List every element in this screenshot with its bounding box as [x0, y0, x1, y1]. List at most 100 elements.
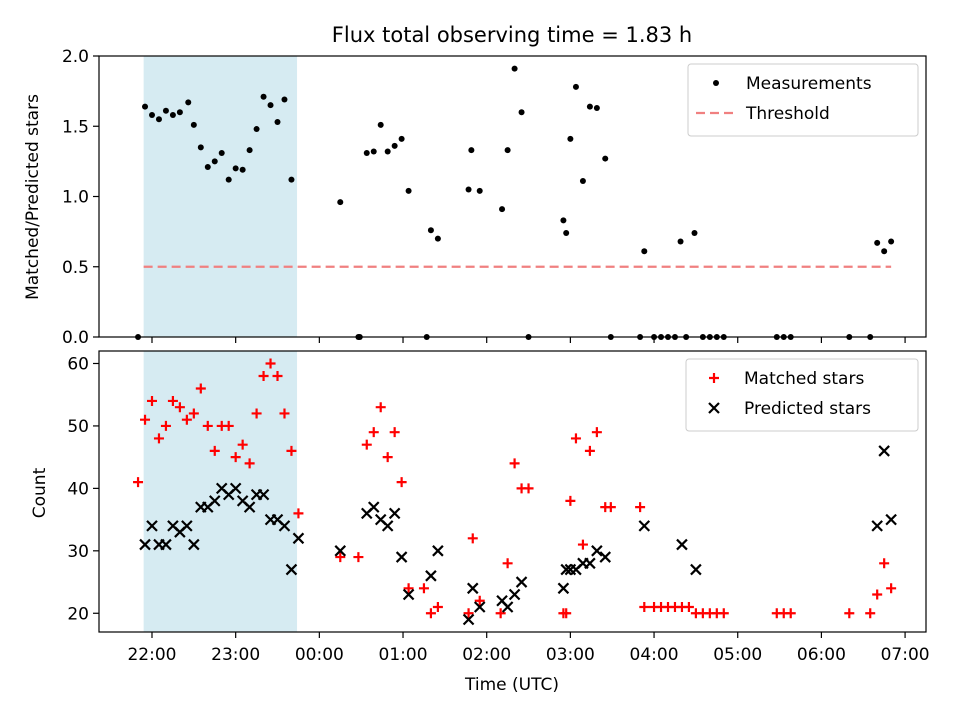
matched-star-point — [146, 395, 157, 406]
measurement-point — [434, 235, 441, 242]
measurement-point — [377, 121, 384, 128]
measurement-point — [135, 334, 142, 340]
predicted-star-point — [367, 501, 380, 513]
measurement-point — [504, 147, 511, 154]
matched-star-point — [605, 502, 616, 513]
matched-star-point — [209, 445, 220, 456]
matched-star-point — [279, 408, 290, 419]
predicted-star-point — [501, 601, 514, 613]
matched-star-point — [251, 408, 262, 419]
predicted-star-point — [638, 520, 651, 532]
x-tick-label: 05:00 — [713, 645, 762, 665]
predicted-star-point — [599, 551, 612, 563]
measurement-point — [563, 230, 570, 237]
matched-star-point — [368, 427, 379, 438]
measurement-point — [720, 334, 727, 340]
measurement-point — [398, 135, 405, 142]
measurement-point — [427, 227, 434, 234]
matched-star-point — [361, 439, 372, 450]
measurement-point — [274, 119, 281, 126]
matched-star-point — [293, 508, 304, 519]
matched-star-point — [396, 477, 407, 488]
predicted-star-point — [676, 538, 688, 551]
measurement-point — [572, 83, 579, 90]
predicted-star-point — [243, 501, 256, 513]
matched-star-point — [865, 608, 876, 619]
predicted-star-point — [584, 557, 596, 570]
measurement-point — [253, 126, 260, 133]
measurement-point — [155, 116, 162, 123]
legend-dot-marker — [713, 80, 719, 86]
y-tick-label: 60 — [67, 354, 89, 374]
measurement-point — [148, 112, 155, 119]
predicted-star-point — [188, 538, 200, 551]
predicted-star-point — [146, 520, 158, 532]
matched-star-point — [353, 552, 364, 563]
measurement-point — [370, 148, 377, 155]
measurement-point — [260, 93, 267, 100]
matched-star-point — [886, 583, 897, 594]
top-panel: 0.0 0.5 1.0 1.5 2.0 Measurements Threshold — [62, 47, 927, 348]
predicted-star-point — [257, 488, 270, 501]
measurement-point — [204, 163, 211, 170]
predicted-star-point — [402, 588, 415, 601]
matched-star-point — [382, 452, 393, 463]
measurement-point — [651, 334, 658, 340]
x-tick-label: 04:00 — [630, 645, 679, 665]
matched-star-point — [181, 414, 192, 425]
matched-star-point — [153, 433, 164, 444]
matched-star-point — [635, 502, 646, 513]
legend-plus-marker — [709, 373, 719, 383]
measurement-point — [607, 334, 614, 340]
matched-star-point — [463, 608, 474, 619]
measurement-point — [281, 96, 288, 103]
matched-star-point — [561, 608, 572, 619]
measurement-point — [677, 238, 684, 245]
measurement-point — [560, 217, 567, 224]
measurement-point — [773, 334, 780, 340]
predicted-star-point — [466, 582, 479, 595]
measurement-point — [499, 206, 506, 213]
measurement-point — [691, 230, 698, 237]
x-tick-label: 22:00 — [127, 645, 176, 665]
matched-star-point — [167, 395, 178, 406]
matched-star-point — [272, 370, 283, 381]
legend-label: Threshold — [745, 104, 830, 124]
x-tick-label: 00:00 — [295, 645, 344, 665]
measurement-point — [218, 149, 225, 156]
predicted-star-point — [208, 495, 221, 507]
measurement-point — [888, 238, 895, 245]
matched-star-point — [467, 533, 478, 544]
predicted-star-point — [515, 576, 528, 588]
measurement-point — [190, 121, 197, 128]
matched-star-point — [683, 602, 694, 613]
y-tick-label: 40 — [67, 479, 89, 499]
predicted-star-point — [878, 445, 890, 457]
y-tick-label: 0.5 — [62, 258, 89, 278]
matched-star-point — [718, 608, 729, 619]
measurement-point — [511, 65, 518, 72]
predicted-star-point — [473, 601, 486, 613]
measurement-point — [713, 334, 720, 340]
measurement-point — [664, 334, 671, 340]
legend-box — [685, 358, 919, 432]
measurement-point — [780, 334, 787, 340]
predicted-star-point — [334, 545, 347, 557]
predicted-star-point — [229, 482, 242, 495]
measurement-point — [641, 248, 648, 255]
x-tick-label: 23:00 — [211, 645, 260, 665]
measurement-point — [185, 99, 192, 106]
matched-star-point — [202, 420, 213, 431]
measurement-point — [476, 187, 483, 194]
measurement-point — [468, 147, 475, 154]
y-tick-label: 30 — [67, 542, 89, 562]
x-tick-label: 03:00 — [546, 645, 595, 665]
measurement-point — [874, 239, 881, 246]
measurement-point — [671, 334, 678, 340]
measurement-point — [683, 334, 690, 340]
chart-title: Flux total observing time = 1.83 h — [332, 23, 692, 47]
measurement-point — [162, 107, 169, 114]
predicted-star-point — [885, 513, 897, 526]
matched-star-point — [237, 439, 248, 450]
predicted-star-point — [278, 520, 291, 532]
